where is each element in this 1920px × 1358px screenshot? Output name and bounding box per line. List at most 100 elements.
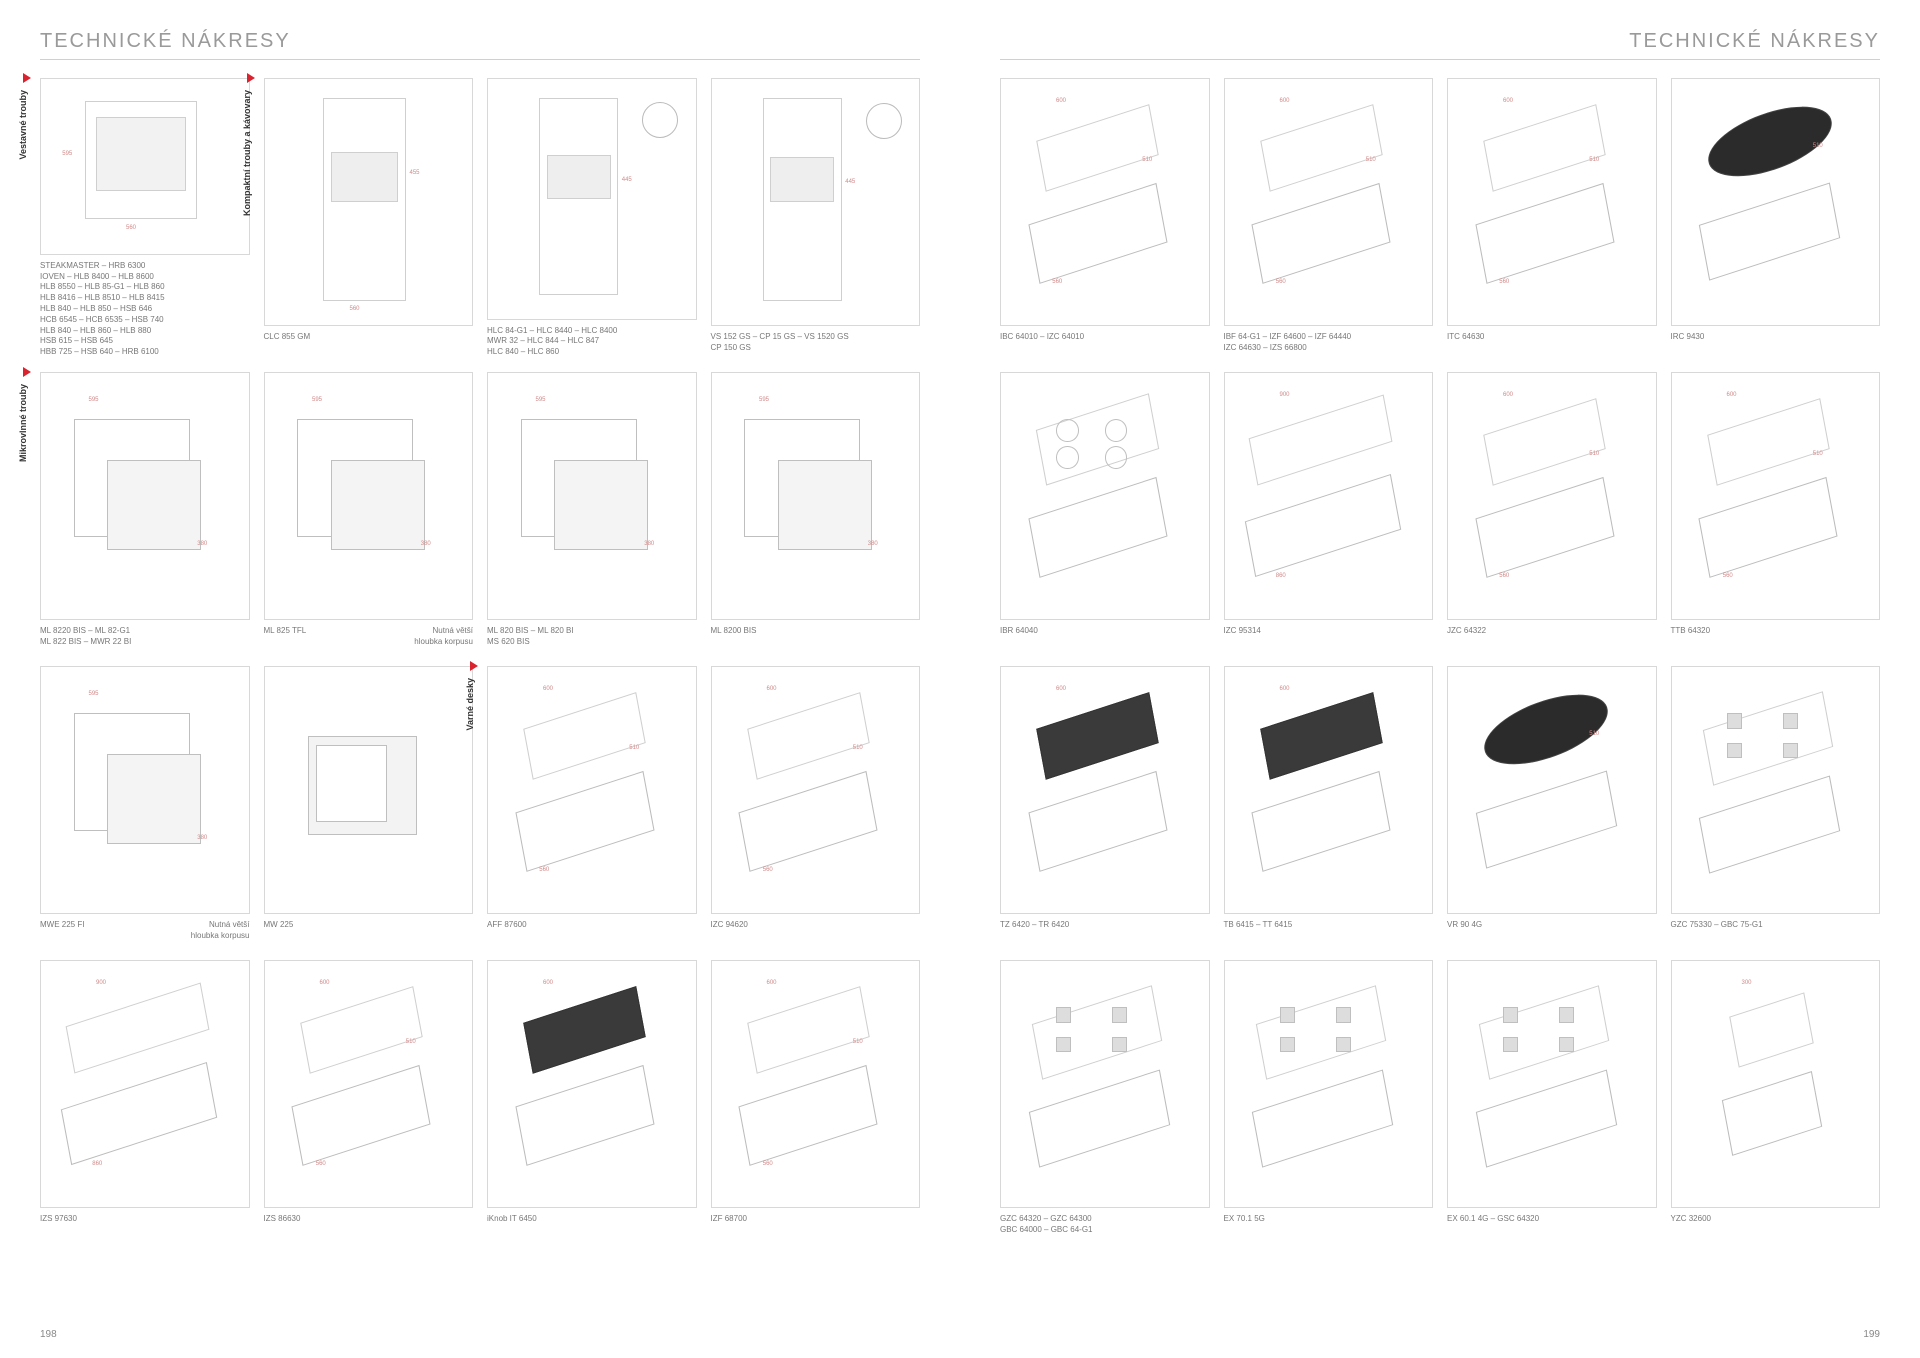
technical-drawing [1447,960,1657,1208]
drawing-caption: STEAKMASTER – HRB 6300 IOVEN – HLB 8400 … [40,255,250,358]
technical-drawing: 900860 [1224,372,1434,620]
drawing-caption: HLC 84-G1 – HLC 8440 – HLC 8400 MWR 32 –… [487,320,697,358]
drawing-cell: 510VR 90 4G [1447,666,1657,946]
page-number: 199 [1863,1329,1880,1340]
drawing-cell: Vestavné trouby595560STEAKMASTER – HRB 6… [40,78,250,358]
triangle-icon [23,73,31,83]
drawing-cell: 900860IZC 95314 [1224,372,1434,652]
page-number: 198 [40,1329,57,1340]
catalog-page-right: TECHNICKÉ NÁKRESY 600510560IBC 64010 – I… [960,0,1920,1358]
technical-drawing: 595380 [40,372,250,620]
drawing-caption: YZC 32600 [1671,1208,1881,1240]
drawing-cell: 595380MWE 225 FINutná větší hloubka korp… [40,666,250,946]
technical-drawing: 595560 [40,78,250,255]
triangle-icon [23,367,31,377]
drawing-cell: EX 70.1 5G [1224,960,1434,1240]
drawing-cell: 600510560IBC 64010 – IZC 64010 [1000,78,1210,358]
drawing-cell: 600TB 6415 – TT 6415 [1224,666,1434,946]
technical-drawing: 600 [487,960,697,1208]
section-label-text: Mikrovlnné trouby [18,384,28,462]
drawing-cell: 600510560IZS 86630 [264,960,474,1240]
technical-drawing: 600510560 [487,666,697,914]
drawing-cell: Varné desky600510560AFF 87600 [487,666,697,946]
technical-drawing: 600510560 [1447,372,1657,620]
drawing-caption: JZC 64322 [1447,620,1657,652]
technical-drawing: 445 [487,78,697,320]
drawing-caption: IZS 97630 [40,1208,250,1240]
drawing-caption: GZC 64320 – GZC 64300 GBC 64000 – GBC 64… [1000,1208,1210,1240]
drawing-cell: GZC 64320 – GZC 64300 GBC 64000 – GBC 64… [1000,960,1210,1240]
drawing-cell: 595380ML 825 TFLNutná větší hloubka korp… [264,372,474,652]
drawing-cell: 600510560IBF 64-G1 – IZF 64600 – IZF 644… [1224,78,1434,358]
drawing-caption: VR 90 4G [1447,914,1657,946]
drawing-cell: 595380ML 820 BIS – ML 820 BI MS 620 BIS [487,372,697,652]
drawing-caption: IBC 64010 – IZC 64010 [1000,326,1210,358]
technical-drawing: 510 [1447,666,1657,914]
technical-drawing [1000,372,1210,620]
drawing-caption: VS 152 GS – CP 15 GS – VS 1520 GS CP 150… [711,326,921,358]
drawing-caption: IZS 86630 [264,1208,474,1240]
drawing-caption: IZF 68700 [711,1208,921,1240]
drawing-caption: CLC 855 GM [264,326,474,358]
technical-drawing: 510 [1671,78,1881,326]
drawing-cell: 600510560IZC 94620 [711,666,921,946]
drawing-caption: ITC 64630 [1447,326,1657,358]
page-title: TECHNICKÉ NÁKRESY [1000,30,1880,60]
drawing-cell: GZC 75330 – GBC 75-G1 [1671,666,1881,946]
triangle-icon [247,73,255,83]
technical-drawing: 600510560 [1000,78,1210,326]
drawing-caption: ML 8220 BIS – ML 82-G1 ML 822 BIS – MWR … [40,620,250,652]
technical-drawing: 595380 [40,666,250,914]
drawing-cell: IBR 64040 [1000,372,1210,652]
technical-drawing: 600 [1224,666,1434,914]
drawing-caption: EX 70.1 5G [1224,1208,1434,1240]
technical-drawing: 595380 [711,372,921,620]
drawing-cell: 600510560TTB 64320 [1671,372,1881,652]
section-label: Mikrovlnné trouby [18,372,36,512]
drawing-caption: IZC 95314 [1224,620,1434,652]
technical-drawing: 600510560 [1224,78,1434,326]
drawing-cell: Kompaktní trouby a kávovary455560CLC 855… [264,78,474,358]
technical-drawing: 595380 [264,372,474,620]
technical-drawing [1000,960,1210,1208]
technical-drawing: 600510560 [1671,372,1881,620]
technical-drawing: 445 [711,78,921,326]
drawing-cell: 510IRC 9430 [1671,78,1881,358]
drawing-caption: ML 820 BIS – ML 820 BI MS 620 BIS [487,620,697,652]
drawings-grid-left: Vestavné trouby595560STEAKMASTER – HRB 6… [40,78,920,1240]
drawing-caption: TTB 64320 [1671,620,1881,652]
drawing-caption: MWE 225 FINutná větší hloubka korpusu [40,914,250,946]
catalog-page-left: TECHNICKÉ NÁKRESY Vestavné trouby595560S… [0,0,960,1358]
drawing-cell: 595380ML 8200 BIS [711,372,921,652]
drawing-caption: ML 825 TFLNutná větší hloubka korpusu [264,620,474,652]
section-label: Kompaktní trouby a kávovary [242,78,260,218]
section-label: Varné desky [465,666,483,806]
drawing-cell: 600510560IZF 68700 [711,960,921,1240]
section-label: Vestavné trouby [18,78,36,218]
technical-drawing: 600510560 [1447,78,1657,326]
drawing-caption: TB 6415 – TT 6415 [1224,914,1434,946]
drawing-caption: GZC 75330 – GBC 75-G1 [1671,914,1881,946]
drawing-cell: 445HLC 84-G1 – HLC 8440 – HLC 8400 MWR 3… [487,78,697,358]
drawing-cell: Mikrovlnné trouby595380ML 8220 BIS – ML … [40,372,250,652]
technical-drawing [264,666,474,914]
drawing-caption: IZC 94620 [711,914,921,946]
technical-drawing [1671,666,1881,914]
technical-drawing [1224,960,1434,1208]
drawing-caption: TZ 6420 – TR 6420 [1000,914,1210,946]
drawing-cell: 445VS 152 GS – CP 15 GS – VS 1520 GS CP … [711,78,921,358]
drawing-cell: EX 60.1 4G – GSC 64320 [1447,960,1657,1240]
technical-drawing: 900860 [40,960,250,1208]
drawing-caption: IBR 64040 [1000,620,1210,652]
drawing-cell: 600TZ 6420 – TR 6420 [1000,666,1210,946]
drawings-grid-right: 600510560IBC 64010 – IZC 64010600510560I… [1000,78,1880,1240]
drawing-cell: 600iKnob IT 6450 [487,960,697,1240]
drawing-caption: MW 225 [264,914,474,946]
section-label-text: Varné desky [465,678,475,731]
technical-drawing: 600510560 [264,960,474,1208]
technical-drawing: 600510560 [711,666,921,914]
drawing-caption: IRC 9430 [1671,326,1881,358]
technical-drawing: 455560 [264,78,474,326]
technical-drawing: 600510560 [711,960,921,1208]
page-title: TECHNICKÉ NÁKRESY [40,30,920,60]
